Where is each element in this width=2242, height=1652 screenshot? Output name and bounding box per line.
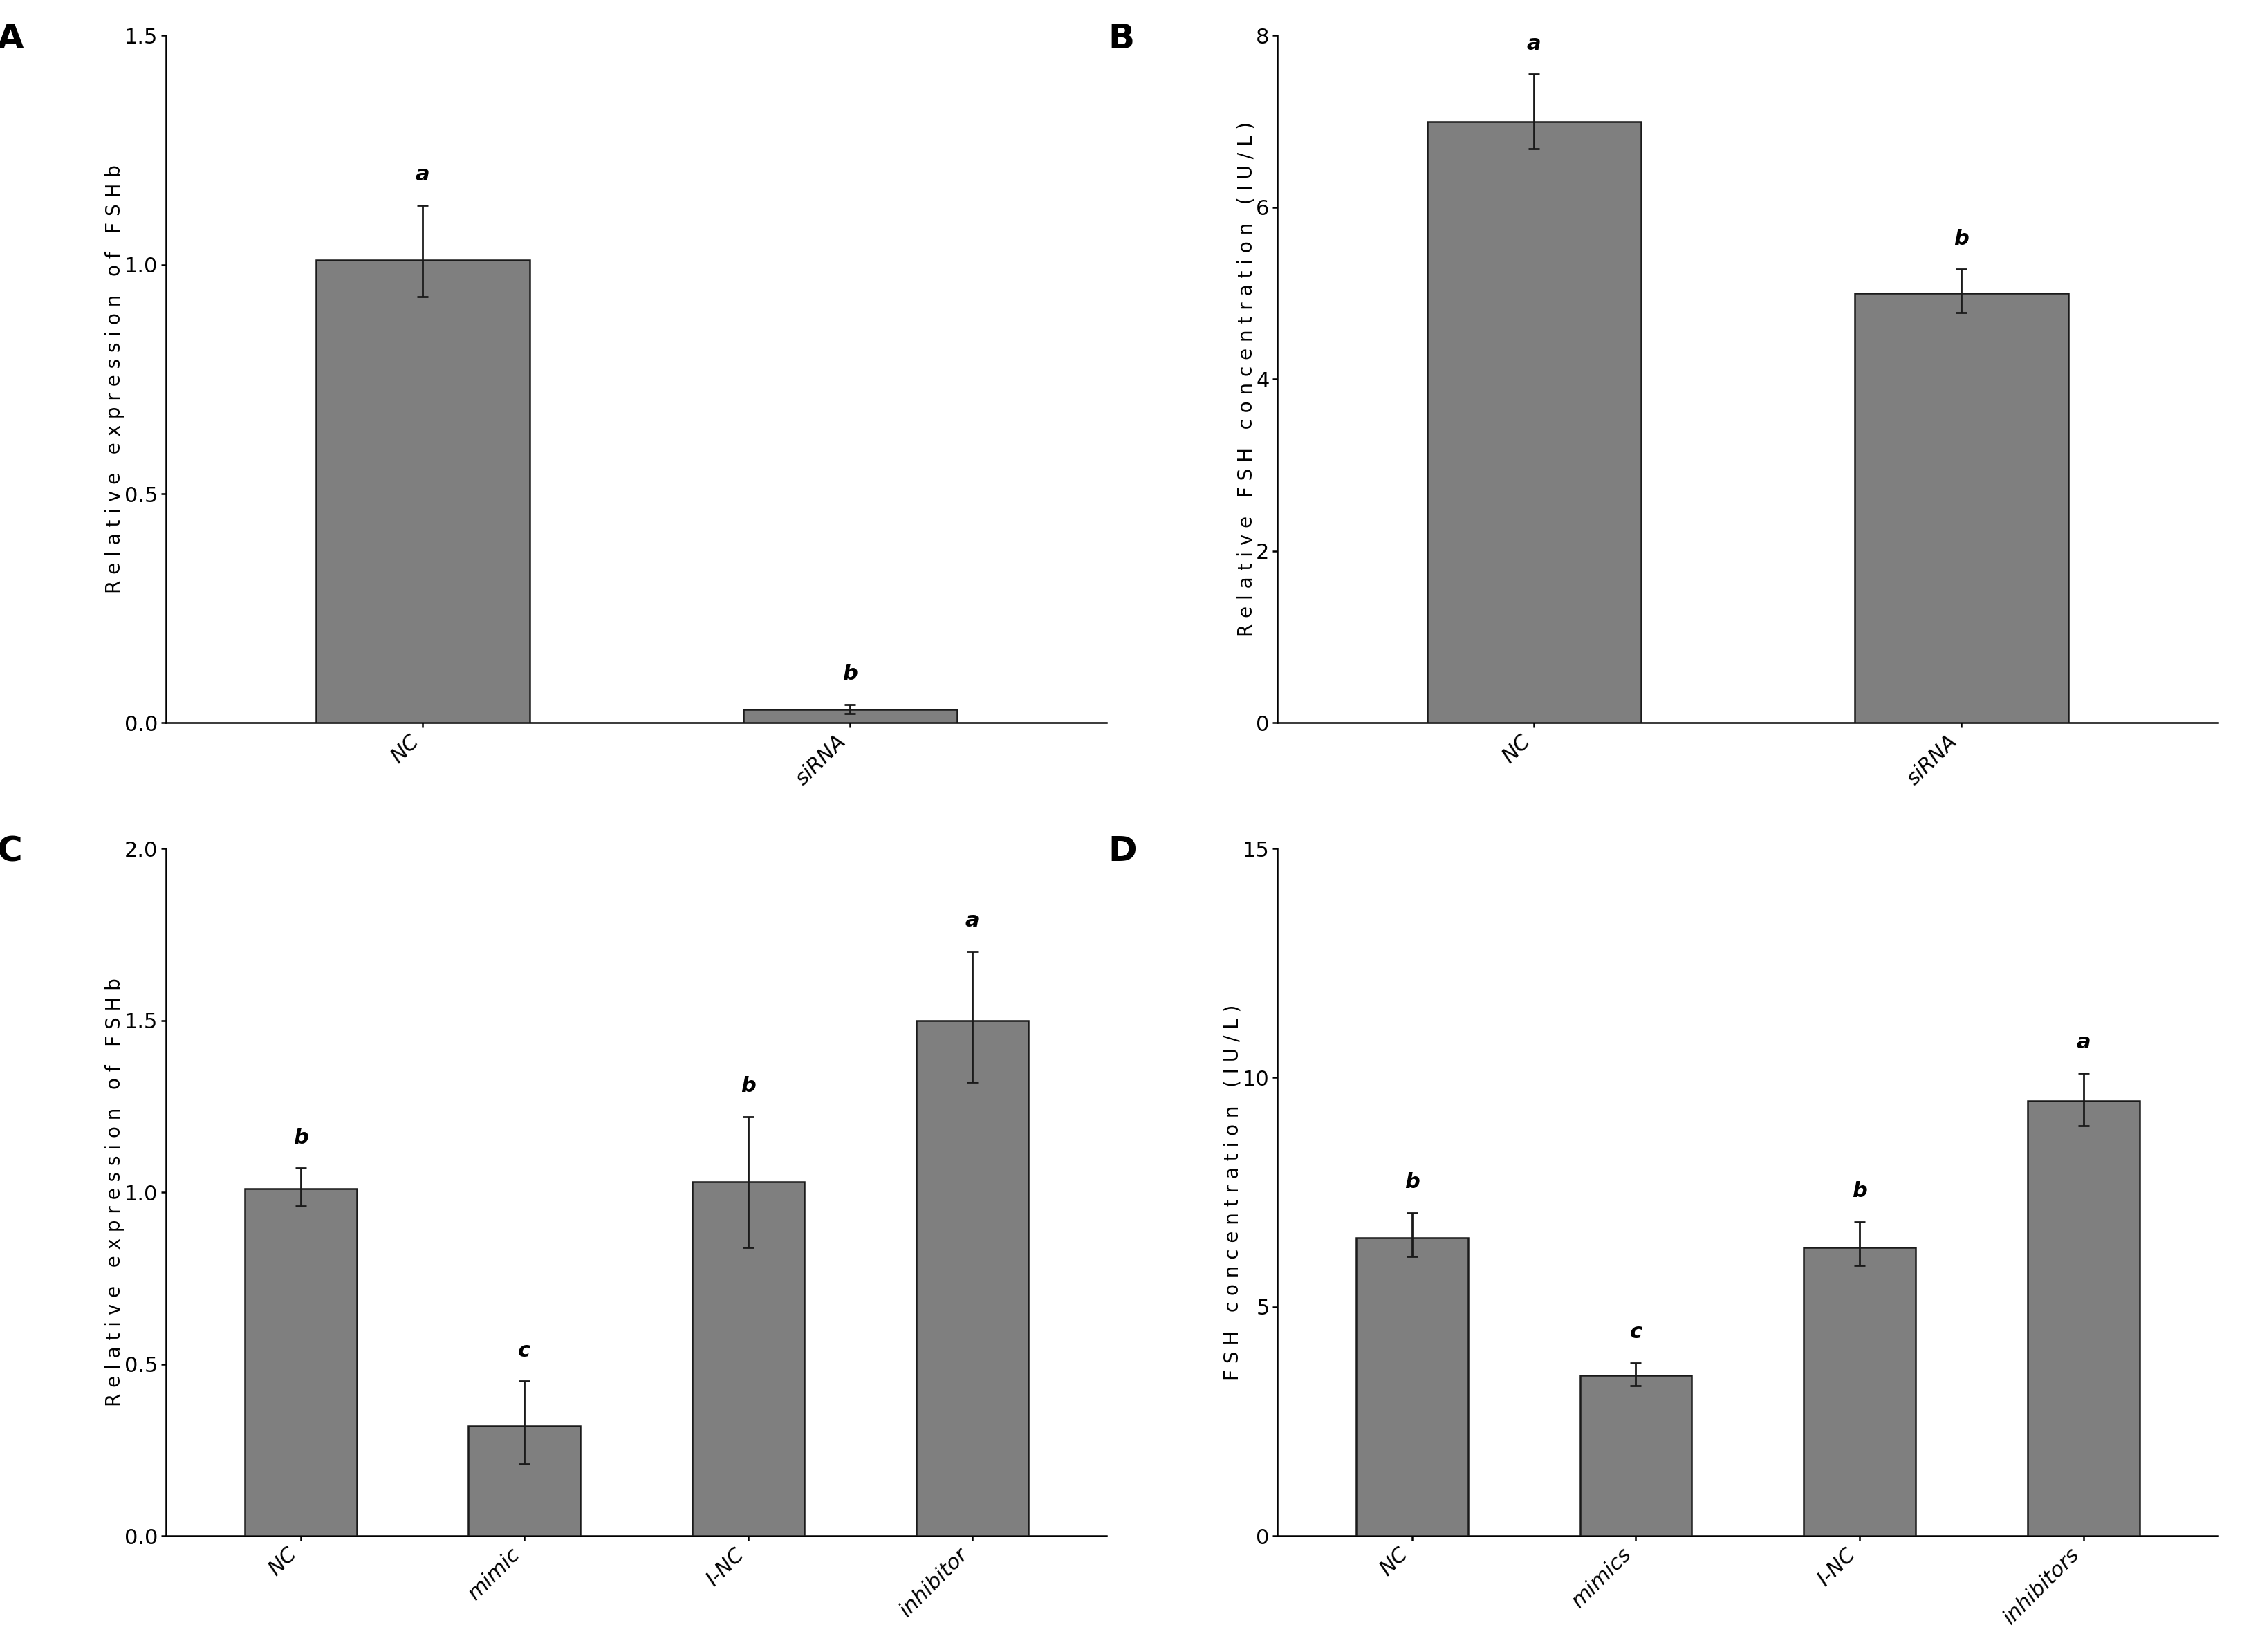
Text: C: C <box>0 834 22 867</box>
Text: c: c <box>518 1340 531 1361</box>
Bar <box>469 1426 581 1536</box>
Bar <box>316 259 529 724</box>
Y-axis label: R e l a t i v e   e x p r e s s i o n   o f   F S H b: R e l a t i v e e x p r e s s i o n o f … <box>105 165 126 593</box>
Bar <box>744 709 957 724</box>
Bar <box>2027 1100 2139 1536</box>
Text: b: b <box>1403 1173 1419 1193</box>
Bar <box>244 1189 356 1536</box>
Text: c: c <box>1630 1322 1641 1341</box>
Text: b: b <box>1852 1181 1868 1201</box>
Bar <box>1581 1376 1693 1536</box>
Bar <box>1854 294 2069 724</box>
Text: a: a <box>415 165 430 185</box>
Text: D: D <box>1108 834 1137 867</box>
Bar <box>917 1021 1029 1536</box>
Text: a: a <box>964 910 980 932</box>
Bar <box>1356 1237 1469 1536</box>
Text: a: a <box>2076 1032 2092 1052</box>
Text: b: b <box>1955 228 1968 249</box>
Y-axis label: R e l a t i v e   e x p r e s s i o n   o f   F S H b: R e l a t i v e e x p r e s s i o n o f … <box>105 978 126 1406</box>
Y-axis label: R e l a t i v e   F S H   c o n c e n t r a t i o n   ( I U / L ): R e l a t i v e F S H c o n c e n t r a … <box>1238 122 1256 638</box>
Text: a: a <box>1527 33 1540 53</box>
Bar <box>1805 1247 1915 1536</box>
Text: b: b <box>294 1128 307 1148</box>
Text: b: b <box>843 664 859 684</box>
Bar <box>693 1181 805 1536</box>
Text: B: B <box>1108 21 1134 55</box>
Bar <box>1428 122 1641 724</box>
Text: A: A <box>0 21 25 55</box>
Y-axis label: F S H   c o n c e n t r a t i o n   ( I U / L ): F S H c o n c e n t r a t i o n ( I U / … <box>1224 1004 1242 1379</box>
Text: b: b <box>740 1075 756 1095</box>
